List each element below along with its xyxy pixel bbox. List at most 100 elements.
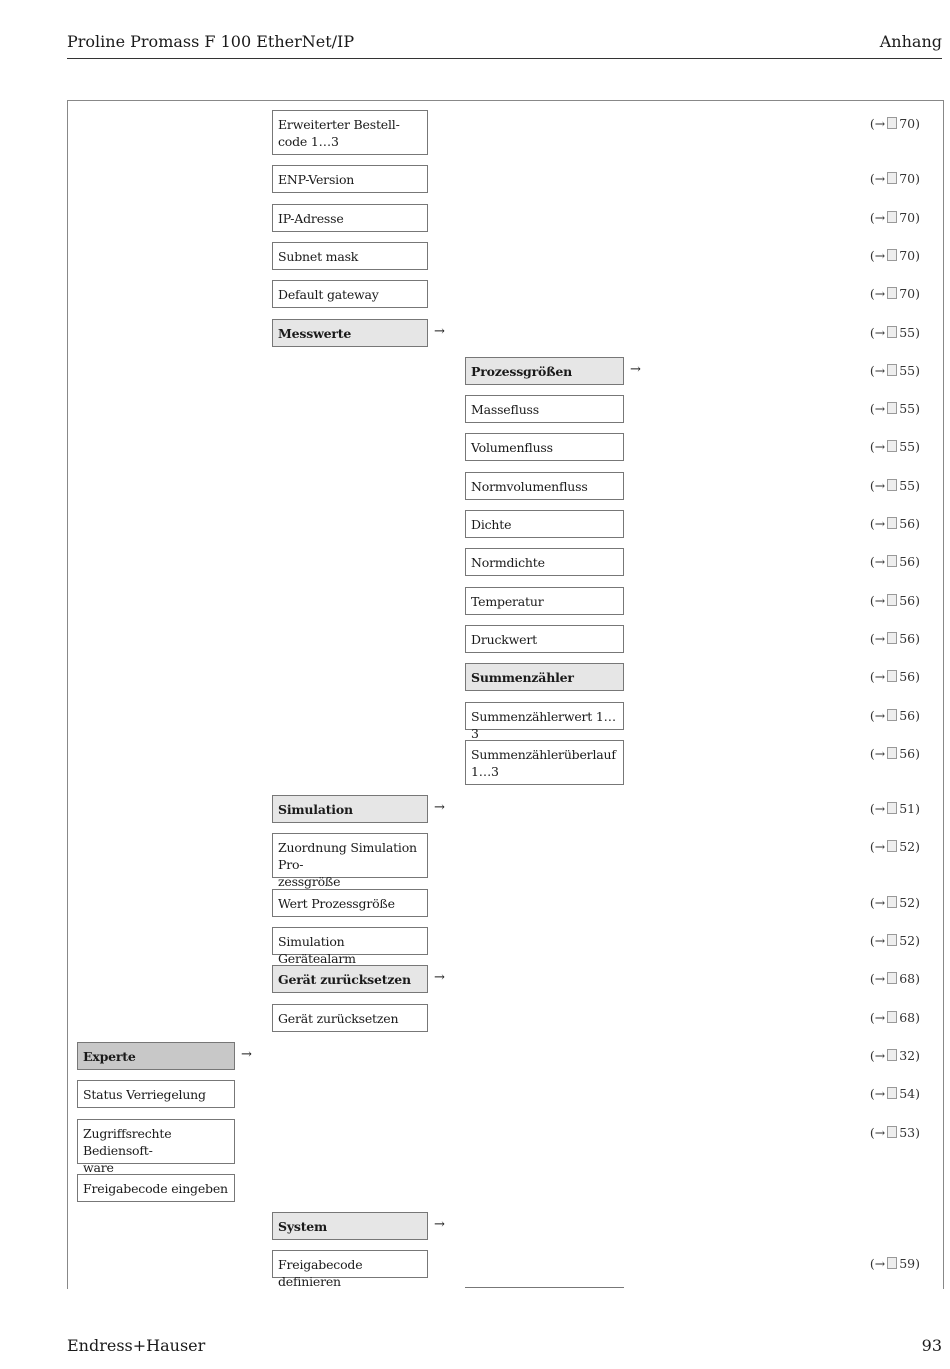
page-reference[interactable]: (→ 52) (870, 839, 920, 854)
box-label: Zuordnung Simulation Pro- (278, 840, 417, 873)
menu-box[interactable]: Summenzähler (465, 663, 624, 692)
ref-page: 52) (899, 894, 920, 910)
ref-arrow: (→ (869, 1124, 886, 1140)
parameter-box[interactable]: IP-Adresse (272, 203, 428, 232)
parameter-box[interactable]: Default gateway (272, 280, 428, 309)
ref-arrow: (→ (869, 247, 886, 263)
ref-page: 56) (899, 745, 920, 761)
page-reference-icon (887, 402, 898, 415)
submenu-arrow-icon: → (434, 800, 445, 816)
parameter-box[interactable]: Druckwert (465, 624, 624, 653)
box-label: Massefluss (471, 402, 539, 418)
continued-box-edge (465, 1287, 624, 1288)
submenu-arrow-icon: → (434, 970, 445, 986)
menu-box[interactable]: Prozessgrößen (465, 356, 624, 385)
page-reference[interactable]: (→ 52) (870, 933, 920, 948)
page-reference[interactable]: (→ 55) (870, 325, 920, 340)
menu-box[interactable]: Messwerte (272, 318, 428, 347)
ref-arrow: (→ (869, 1009, 886, 1025)
parameter-box[interactable]: Freigabecode definieren (272, 1250, 428, 1289)
box-label: Default gateway (278, 287, 379, 303)
page-reference[interactable]: (→ 56) (870, 631, 920, 646)
page-reference[interactable]: (→ 55) (870, 439, 920, 454)
parameter-box[interactable]: Summenzählerwert 1…3 (465, 701, 624, 741)
page-reference[interactable]: (→ 56) (870, 669, 920, 684)
menu-box[interactable]: Gerät zurücksetzen (272, 965, 428, 994)
ref-arrow: (→ (869, 592, 886, 608)
parameter-box[interactable]: Dichte (465, 510, 624, 538)
page-reference[interactable]: (→ 70) (870, 171, 920, 186)
box-label: ware (83, 1159, 114, 1175)
ref-page: 56) (899, 630, 920, 646)
ref-page: 59) (899, 1256, 920, 1272)
page-reference[interactable]: (→ 70) (870, 286, 920, 301)
page-reference[interactable]: (→ 56) (870, 554, 920, 569)
parameter-box[interactable]: Subnet mask (272, 241, 428, 270)
parameter-box[interactable]: Status Verriegelung (77, 1080, 235, 1109)
page-reference-icon (887, 631, 898, 644)
page-reference[interactable]: (→ 70) (870, 116, 920, 131)
page-reference[interactable]: (→ 56) (870, 708, 920, 723)
page-reference-icon (887, 1010, 898, 1023)
box-label: Simulation Gerätealarm (278, 934, 356, 966)
page-reference[interactable]: (→ 54) (870, 1086, 920, 1101)
parameter-box[interactable]: Massefluss (465, 395, 624, 424)
parameter-box[interactable]: Normvolumenfluss (465, 471, 624, 500)
page-reference[interactable]: (→ 55) (870, 363, 920, 378)
page-reference-icon (887, 172, 898, 185)
parameter-box[interactable]: Volumenfluss (465, 433, 624, 462)
parameter-box[interactable]: Erweiterter Bestell-code 1…3 (272, 110, 428, 155)
page-reference[interactable]: (→ 56) (870, 516, 920, 531)
page-reference-icon (887, 363, 898, 376)
menu-box[interactable]: System (272, 1212, 428, 1241)
submenu-arrow-icon: → (434, 1217, 445, 1233)
ref-arrow: (→ (869, 630, 886, 646)
parameter-box[interactable]: Simulation Gerätealarm (272, 927, 428, 966)
page-reference[interactable]: (→ 32) (870, 1048, 920, 1063)
ref-arrow: (→ (869, 171, 886, 187)
page-reference[interactable]: (→ 51) (870, 801, 920, 816)
parameter-box[interactable]: Zuordnung Simulation Pro-zessgröße (272, 833, 428, 889)
page-reference-icon (887, 248, 898, 261)
page-reference[interactable]: (→ 70) (870, 248, 920, 263)
menu-box[interactable]: Experte (77, 1041, 235, 1070)
page-reference[interactable]: (→ 53) (870, 1125, 920, 1140)
parameter-box[interactable]: Summenzählerüberlauf 1…3 (465, 739, 624, 785)
page-reference-icon (887, 117, 898, 129)
page-reference[interactable]: (→ 56) (870, 746, 920, 761)
ref-page: 70) (899, 247, 920, 263)
ref-page: 70) (899, 209, 920, 225)
page-reference[interactable]: (→ 55) (870, 478, 920, 493)
page-reference[interactable]: (→ 52) (870, 895, 920, 910)
ref-arrow: (→ (869, 439, 886, 455)
parameter-box[interactable]: Wert Prozessgröße (272, 888, 428, 917)
page-reference-icon (887, 972, 898, 985)
box-label: Summenzähler (471, 670, 574, 686)
page-reference-icon (887, 1087, 898, 1100)
parameter-box[interactable]: Temperatur (465, 586, 624, 615)
page-reference-icon (887, 593, 898, 606)
page-reference-icon (887, 210, 898, 223)
page-reference[interactable]: (→ 59) (870, 1256, 920, 1271)
box-label: Normvolumenfluss (471, 478, 588, 494)
page-reference-icon (887, 708, 898, 721)
parameter-box[interactable]: ENP-Version (272, 165, 428, 194)
page-reference[interactable]: (→ 68) (870, 971, 920, 986)
box-label: Prozessgrößen (471, 363, 573, 379)
page-reference-icon (887, 555, 898, 568)
ref-arrow: (→ (869, 1256, 886, 1272)
menu-box[interactable]: Simulation (272, 795, 428, 824)
page-reference[interactable]: (→ 68) (870, 1010, 920, 1025)
page-reference[interactable]: (→ 56) (870, 593, 920, 608)
page-reference[interactable]: (→ 70) (870, 210, 920, 225)
box-label: Messwerte (278, 325, 352, 341)
header-rule (67, 58, 942, 59)
page-reference[interactable]: (→ 55) (870, 401, 920, 416)
page-reference-icon (887, 1048, 898, 1061)
page-reference-icon (887, 840, 898, 853)
parameter-box[interactable]: Zugriffsrechte Bediensoft-ware (77, 1118, 235, 1175)
box-label: System (278, 1219, 328, 1235)
parameter-box[interactable]: Freigabecode eingeben (77, 1173, 235, 1202)
parameter-box[interactable]: Normdichte (465, 548, 624, 577)
parameter-box[interactable]: Gerät zurücksetzen (272, 1003, 428, 1032)
